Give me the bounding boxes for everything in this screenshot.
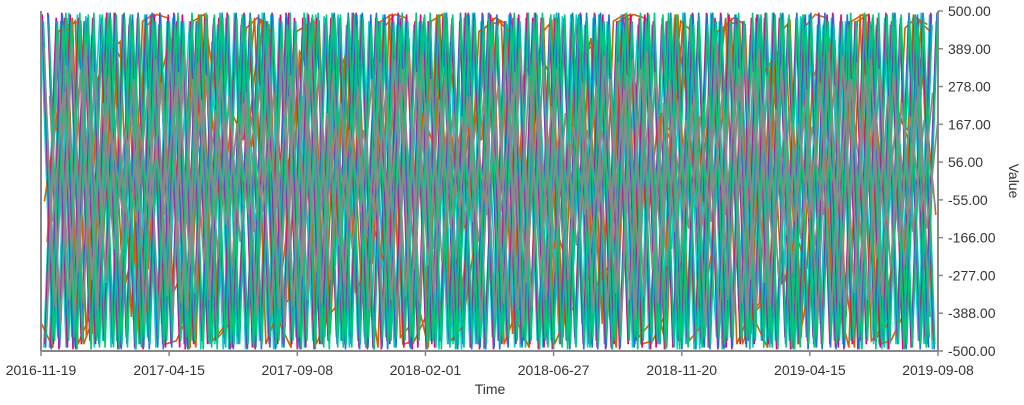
y-tick-label: 500.00: [948, 3, 991, 19]
x-tick-label: 2016-11-19: [6, 362, 77, 378]
y-tick-label: -388.00: [948, 305, 996, 321]
x-tick-label: 2019-04-15: [774, 362, 846, 378]
y-tick-label: 56.00: [948, 154, 983, 170]
y-tick-label: -55.00: [948, 192, 988, 208]
plot-area: [40, 12, 939, 350]
series-line-5: [46, 41, 934, 328]
x-tick-label: 2019-09-08: [902, 362, 974, 378]
y-axis-label: Value: [1006, 164, 1022, 199]
series-line-5: [48, 41, 937, 328]
axes: 2016-11-19 2017-04-15 2017-09-08 2018-02-01…: [6, 3, 996, 378]
series-line-5: [43, 41, 931, 328]
y-tick-label: 389.00: [948, 41, 991, 57]
y-tick-label: -500.00: [948, 343, 996, 359]
x-tick-label: 2018-11-20: [646, 362, 717, 378]
y-tick-label: 278.00: [948, 79, 991, 95]
x-tick-label: 2018-02-01: [390, 362, 462, 378]
x-tick-label: 2017-04-15: [133, 362, 205, 378]
y-tick-label: 167.00: [948, 116, 991, 132]
y-tick-label: -166.00: [948, 230, 996, 246]
x-axis-label: Time: [475, 381, 506, 397]
x-tick-label: 2018-06-27: [518, 362, 590, 378]
x-tick-label: 2017-09-08: [261, 362, 333, 378]
series-line-5: [51, 41, 939, 328]
series-line-4: [48, 12, 936, 350]
y-tick-label: -277.00: [948, 267, 996, 283]
